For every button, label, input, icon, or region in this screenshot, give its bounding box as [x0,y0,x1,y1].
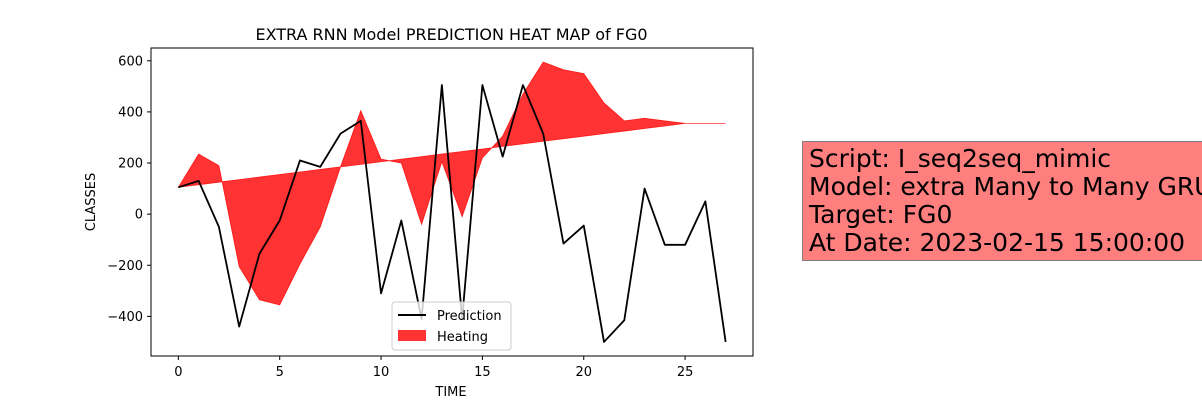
legend: Prediction Heating [391,301,512,351]
info-box: Script: I_seq2seq_mimic Model: extra Man… [802,141,1202,261]
y-axis-label: CLASSES [84,173,99,231]
heating-area [177,61,726,306]
info-target: Target: FG0 [809,200,953,229]
legend-heating-swatch [398,330,426,341]
prediction-line [178,84,727,343]
x-tick-label: 20 [575,365,592,380]
info-script: Script: I_seq2seq_mimic [809,144,1112,173]
x-tick-label: 10 [373,365,390,380]
y-tick-label: 600 [118,54,143,69]
x-tick-label: 25 [677,365,694,380]
x-tick-label: 5 [276,365,284,380]
y-tick-label: 200 [118,157,143,172]
y-tick-label: −400 [107,310,143,325]
heating-area-layer [177,61,726,306]
y-tick-label: 0 [135,208,143,223]
x-tick-label: 0 [174,365,182,380]
info-model: Model: extra Many to Many GRU [809,172,1202,201]
prediction-line-layer [178,84,727,343]
x-axis-label: TIME [434,385,466,400]
chart-title: EXTRA RNN Model PREDICTION HEAT MAP of F… [255,25,647,44]
y-axis: −400 −200 0 200 400 600 [107,54,151,325]
y-tick-label: 400 [118,105,143,120]
x-tick-label: 15 [474,365,491,380]
legend-prediction-label: Prediction [437,309,502,324]
y-tick-label: −200 [107,259,143,274]
info-date: At Date: 2023-02-15 15:00:00 [809,228,1186,257]
plot-frame [150,47,754,357]
legend-heating-label: Heating [437,330,488,345]
x-axis: 0 5 10 15 20 25 [174,356,693,380]
